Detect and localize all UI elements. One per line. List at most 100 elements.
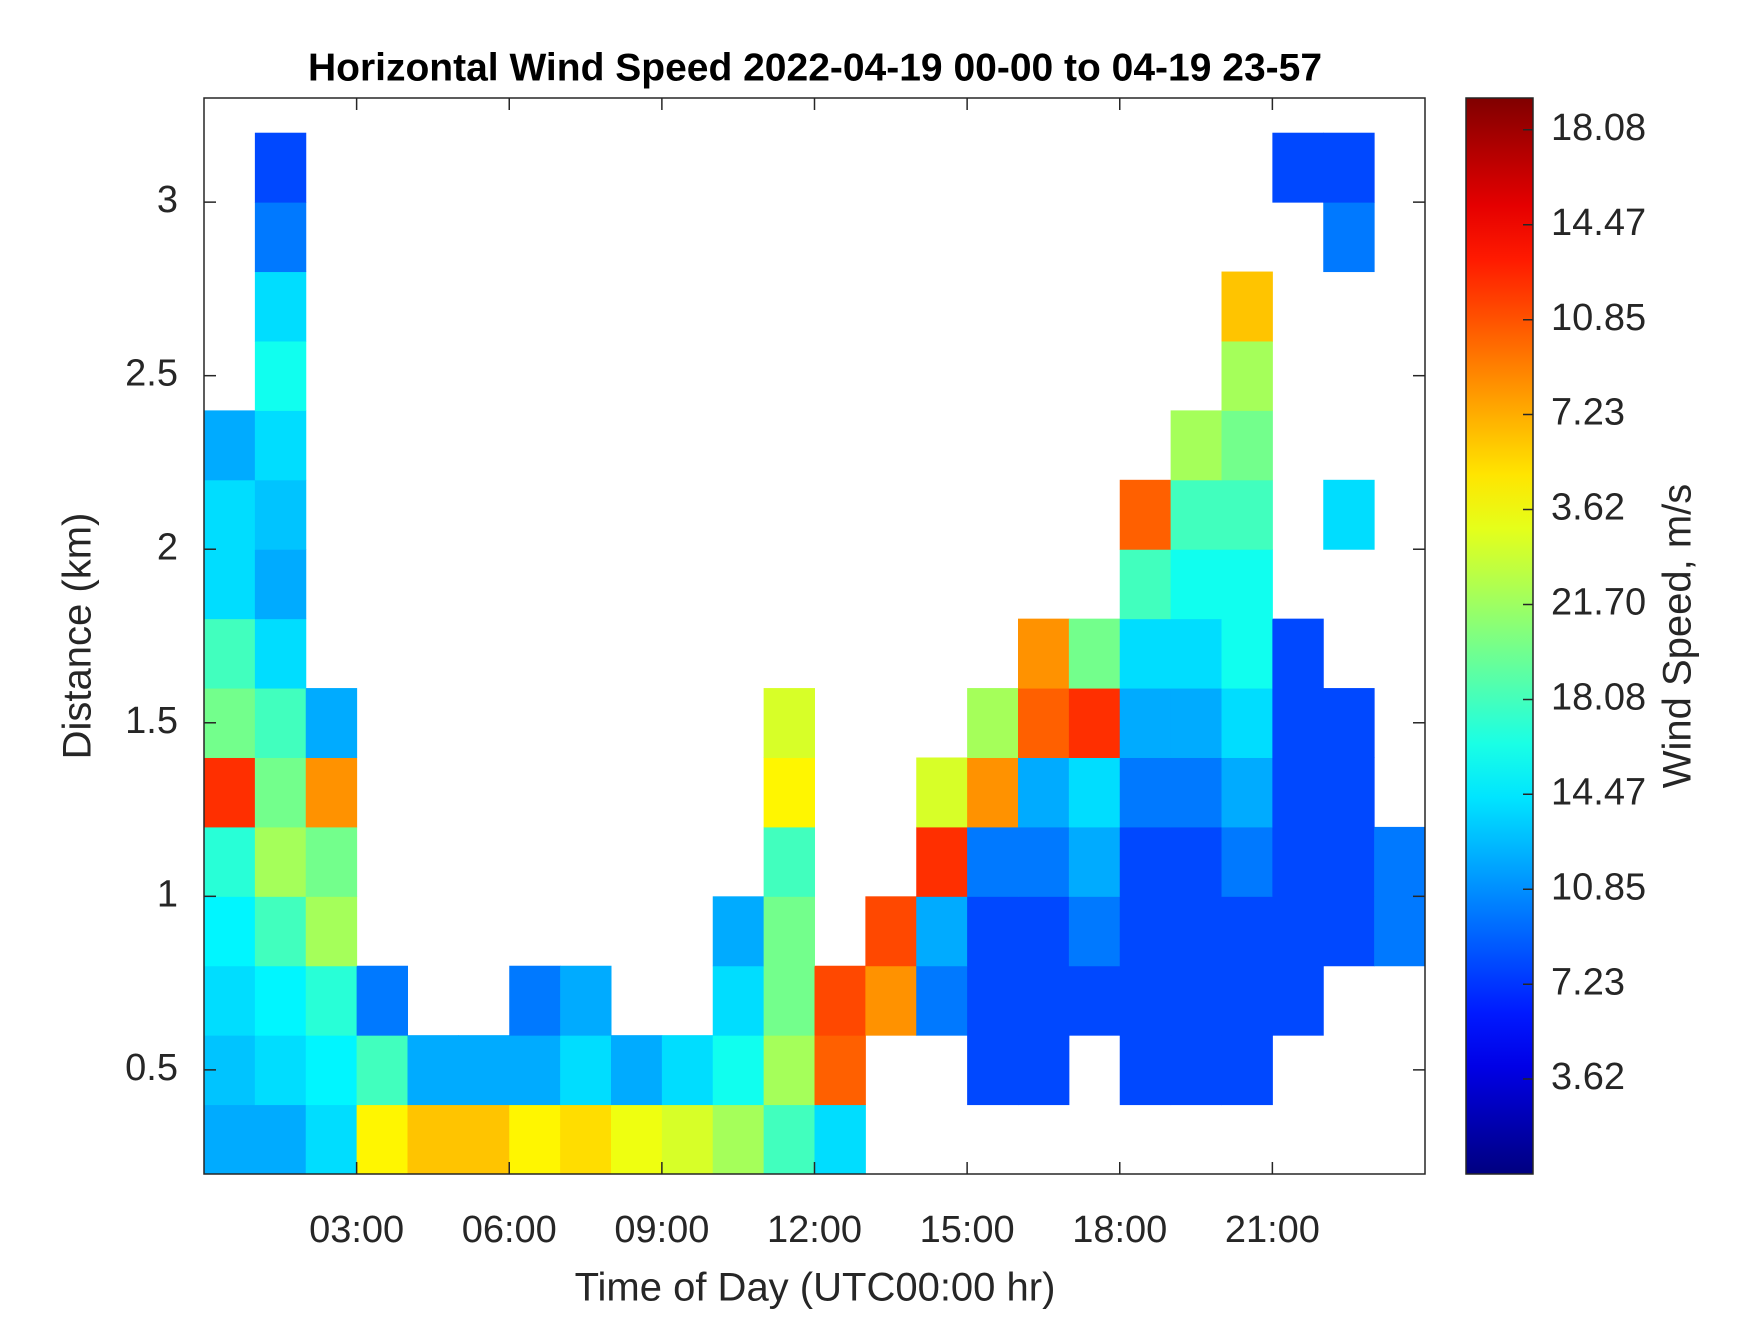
heat-cell bbox=[916, 757, 968, 828]
heat-cell bbox=[1221, 757, 1273, 828]
heat-cell bbox=[1170, 826, 1222, 897]
heat-cell bbox=[1221, 410, 1273, 481]
heat-cell bbox=[1221, 965, 1273, 1036]
heat-cell bbox=[254, 1035, 307, 1106]
heat-cell bbox=[1221, 479, 1273, 550]
heat-cell bbox=[254, 826, 307, 897]
heat-cell bbox=[1221, 549, 1273, 620]
heat-cell bbox=[814, 1104, 866, 1175]
heat-cell bbox=[204, 618, 256, 689]
heat-cell bbox=[1119, 479, 1172, 550]
heat-cell bbox=[712, 1104, 765, 1175]
heat-cell bbox=[254, 132, 307, 203]
heat-cell bbox=[1068, 688, 1121, 758]
heat-cell bbox=[763, 965, 815, 1036]
colorbar-tick-label: 3.62 bbox=[1551, 487, 1625, 529]
heat-cell bbox=[763, 757, 815, 828]
heat-cell bbox=[1018, 896, 1070, 967]
y-tick-label: 1 bbox=[157, 873, 178, 915]
heat-cell bbox=[916, 965, 968, 1036]
heat-cell bbox=[1119, 965, 1172, 1036]
heat-cell bbox=[254, 202, 307, 273]
x-tick-label: 18:00 bbox=[1072, 1209, 1167, 1251]
heat-cell bbox=[1221, 271, 1273, 342]
x-tick-label: 15:00 bbox=[920, 1209, 1015, 1251]
x-tick-label: 06:00 bbox=[462, 1209, 557, 1251]
heat-cell bbox=[967, 826, 1019, 897]
heat-cell bbox=[1323, 896, 1375, 967]
heat-cell bbox=[509, 965, 561, 1036]
heat-cell bbox=[1119, 618, 1172, 689]
heat-cell bbox=[1170, 896, 1222, 967]
heat-cell bbox=[204, 896, 256, 967]
heat-cell bbox=[1272, 757, 1324, 828]
heat-cell bbox=[356, 1035, 408, 1106]
heat-cell bbox=[1119, 688, 1172, 758]
heat-cell bbox=[560, 965, 612, 1036]
heat-cell bbox=[204, 965, 256, 1036]
colorbar-label: Wind Speed, m/s bbox=[1656, 484, 1700, 789]
heat-cell bbox=[305, 1035, 358, 1106]
heat-cell bbox=[1119, 896, 1172, 967]
colorbar-tick-label: 18.08 bbox=[1551, 107, 1646, 149]
x-tick-label: 12:00 bbox=[767, 1209, 862, 1251]
heat-cell bbox=[1272, 896, 1324, 967]
heat-cell bbox=[967, 896, 1019, 967]
heat-cell bbox=[1018, 826, 1070, 897]
heat-cell bbox=[661, 1035, 714, 1106]
colorbar-tick-label: 21.70 bbox=[1551, 582, 1646, 624]
heat-cell bbox=[1323, 757, 1375, 828]
heat-cell bbox=[1170, 1035, 1222, 1106]
heat-cell bbox=[254, 965, 307, 1036]
heat-cell bbox=[1170, 618, 1222, 689]
heat-cell bbox=[204, 1104, 256, 1175]
heat-cell bbox=[254, 1104, 307, 1175]
heat-cell bbox=[509, 1035, 561, 1106]
heat-cell bbox=[254, 757, 307, 828]
heat-cell bbox=[1170, 549, 1222, 620]
x-tick-label: 21:00 bbox=[1225, 1209, 1320, 1251]
heat-cell bbox=[356, 965, 408, 1036]
heat-cell bbox=[814, 1035, 866, 1106]
heat-cell bbox=[356, 1104, 408, 1175]
heat-cell bbox=[967, 688, 1019, 758]
heat-cell bbox=[254, 896, 307, 967]
heat-cell bbox=[204, 757, 256, 828]
colorbar-tick-label: 3.62 bbox=[1551, 1056, 1625, 1098]
heat-cell bbox=[1170, 688, 1222, 758]
heat-cell bbox=[763, 688, 815, 758]
heat-cell bbox=[1323, 479, 1375, 550]
heat-cell bbox=[611, 1035, 663, 1106]
colorbar-tick-label: 7.23 bbox=[1551, 392, 1625, 434]
heat-cell bbox=[1221, 1035, 1273, 1106]
heat-cell bbox=[916, 896, 968, 967]
heat-cell bbox=[254, 618, 307, 689]
heat-cell bbox=[1323, 132, 1375, 203]
x-tick-label: 03:00 bbox=[309, 1209, 404, 1251]
heat-cell bbox=[1272, 965, 1324, 1036]
heat-cell bbox=[763, 896, 815, 967]
heat-cell bbox=[1068, 757, 1121, 828]
heat-cell bbox=[967, 757, 1019, 828]
heat-cell bbox=[305, 826, 358, 897]
heat-cell bbox=[204, 826, 256, 897]
heat-cell bbox=[305, 757, 358, 828]
heat-cell bbox=[763, 1035, 815, 1106]
y-tick-label: 2 bbox=[157, 526, 178, 568]
heat-cell bbox=[1221, 826, 1273, 897]
heat-cell bbox=[1018, 757, 1070, 828]
heat-cell bbox=[1221, 340, 1273, 411]
heat-cell bbox=[1272, 688, 1324, 758]
heat-cell bbox=[1018, 618, 1070, 689]
heat-cell bbox=[1170, 965, 1222, 1036]
heat-cell bbox=[1018, 1035, 1070, 1106]
x-tick-label: 09:00 bbox=[614, 1209, 709, 1251]
heat-cell bbox=[254, 340, 307, 411]
heat-cell bbox=[1068, 965, 1121, 1036]
heat-cell bbox=[1221, 688, 1273, 758]
heat-cell bbox=[458, 1035, 510, 1106]
colorbar-tick-label: 14.47 bbox=[1551, 771, 1646, 813]
heat-cell bbox=[254, 271, 307, 342]
heat-cell bbox=[1374, 896, 1426, 967]
